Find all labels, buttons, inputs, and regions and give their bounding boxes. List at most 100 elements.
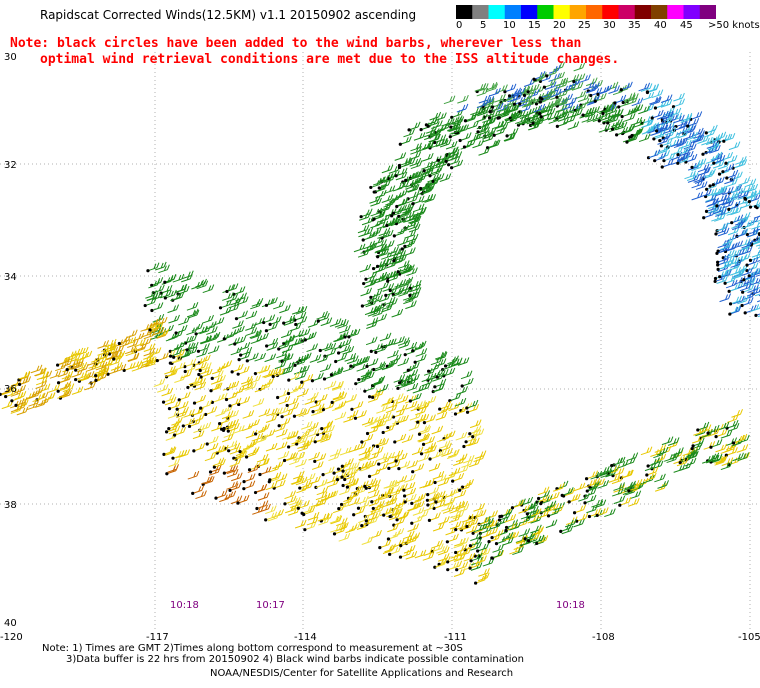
wind-barb bbox=[149, 347, 162, 356]
wind-barb bbox=[361, 216, 374, 226]
wind-barb bbox=[604, 508, 616, 518]
contamination-circle bbox=[722, 139, 726, 143]
contamination-circle bbox=[487, 116, 492, 120]
wind-barb bbox=[322, 466, 335, 476]
wind-barb bbox=[555, 97, 568, 106]
wind-barb bbox=[564, 518, 577, 528]
wind-barb bbox=[700, 188, 712, 198]
wind-barb bbox=[388, 193, 401, 203]
wind-barb bbox=[178, 316, 190, 326]
wind-barb bbox=[275, 441, 288, 451]
wind-barb bbox=[565, 97, 577, 106]
wind-barb bbox=[397, 357, 410, 367]
contamination-circle bbox=[282, 458, 287, 463]
contamination-circle bbox=[397, 467, 401, 471]
wind-barb bbox=[343, 414, 355, 423]
contamination-circle bbox=[264, 518, 268, 522]
contamination-circle bbox=[464, 440, 468, 444]
wind-barb bbox=[686, 131, 698, 141]
contamination-circle bbox=[330, 400, 334, 404]
contamination-circle bbox=[589, 93, 593, 98]
lat-label: 36 bbox=[4, 384, 17, 395]
wind-barb bbox=[344, 353, 357, 362]
contamination-circle bbox=[393, 440, 397, 444]
lon-label: -120 bbox=[0, 632, 23, 643]
contamination-circle bbox=[436, 158, 440, 162]
wind-barb bbox=[329, 514, 342, 524]
wind-barb bbox=[616, 460, 629, 469]
wind-barb bbox=[628, 498, 640, 507]
wind-barb bbox=[374, 362, 387, 372]
wind-barb bbox=[206, 326, 218, 335]
wind-barb bbox=[408, 214, 420, 224]
contamination-circle bbox=[471, 435, 475, 439]
contamination-circle bbox=[476, 130, 480, 134]
wind-barb bbox=[631, 97, 644, 107]
wind-barb bbox=[630, 117, 643, 126]
wind-barb bbox=[502, 537, 514, 546]
contamination-circle bbox=[314, 485, 318, 489]
wind-barb bbox=[435, 351, 448, 361]
wind-barb bbox=[618, 83, 630, 93]
note-line-2: optimal wind retrieval conditions are me… bbox=[40, 52, 620, 67]
contamination-circle bbox=[419, 128, 423, 132]
wind-barb bbox=[248, 418, 260, 428]
wind-barb bbox=[474, 125, 487, 135]
contamination-circle bbox=[526, 90, 530, 94]
wind-barb bbox=[403, 128, 415, 138]
contamination-circle bbox=[536, 496, 541, 501]
wind-barb bbox=[173, 362, 186, 371]
wind-barb bbox=[258, 364, 271, 374]
contamination-circle bbox=[754, 313, 758, 317]
contamination-circle bbox=[686, 124, 690, 128]
wind-barb bbox=[174, 374, 186, 384]
wind-barb bbox=[434, 350, 447, 360]
wind-barb bbox=[503, 132, 516, 142]
wind-barb bbox=[272, 509, 285, 518]
wind-barb bbox=[254, 383, 267, 393]
wind-barb bbox=[222, 292, 234, 301]
contamination-circle bbox=[171, 456, 175, 460]
contamination-circle bbox=[504, 528, 508, 533]
wind-barb bbox=[387, 349, 399, 359]
colorbar-swatch bbox=[456, 5, 473, 19]
contamination-circle bbox=[539, 502, 543, 506]
wind-barb bbox=[454, 489, 467, 499]
contamination-circle bbox=[471, 531, 475, 535]
wind-barb bbox=[715, 208, 727, 217]
wind-barb bbox=[76, 346, 89, 356]
wind-barb bbox=[428, 493, 441, 502]
wind-barb bbox=[698, 167, 710, 176]
contamination-circle bbox=[433, 385, 437, 389]
contamination-circle bbox=[542, 85, 547, 89]
contamination-circle bbox=[199, 375, 203, 379]
wind-barb bbox=[388, 530, 400, 540]
lon-label: -117 bbox=[146, 632, 169, 643]
contamination-circle bbox=[65, 368, 69, 372]
wind-barb bbox=[455, 431, 468, 441]
wind-barb bbox=[532, 534, 545, 544]
contamination-circle bbox=[453, 412, 458, 416]
wind-barb bbox=[428, 133, 441, 143]
contamination-circle bbox=[362, 281, 366, 286]
wind-barb bbox=[385, 497, 398, 507]
wind-barb bbox=[233, 286, 246, 295]
wind-barb bbox=[267, 512, 280, 522]
wind-barb bbox=[367, 490, 380, 499]
wind-barb bbox=[14, 402, 27, 411]
wind-barb bbox=[186, 301, 199, 311]
contamination-circle bbox=[287, 445, 291, 449]
contamination-circle bbox=[408, 399, 412, 403]
contamination-circle bbox=[191, 491, 195, 495]
wind-barb bbox=[295, 306, 308, 315]
wind-barb bbox=[404, 229, 417, 239]
wind-barb bbox=[306, 343, 318, 353]
contamination-circle bbox=[377, 462, 381, 466]
wind-barb bbox=[422, 552, 435, 561]
wind-barb bbox=[278, 338, 291, 348]
wind-barb bbox=[370, 227, 382, 237]
contamination-circle bbox=[165, 472, 169, 476]
wind-barb bbox=[469, 419, 482, 429]
wind-barb bbox=[293, 470, 305, 480]
contamination-circle bbox=[363, 389, 367, 393]
